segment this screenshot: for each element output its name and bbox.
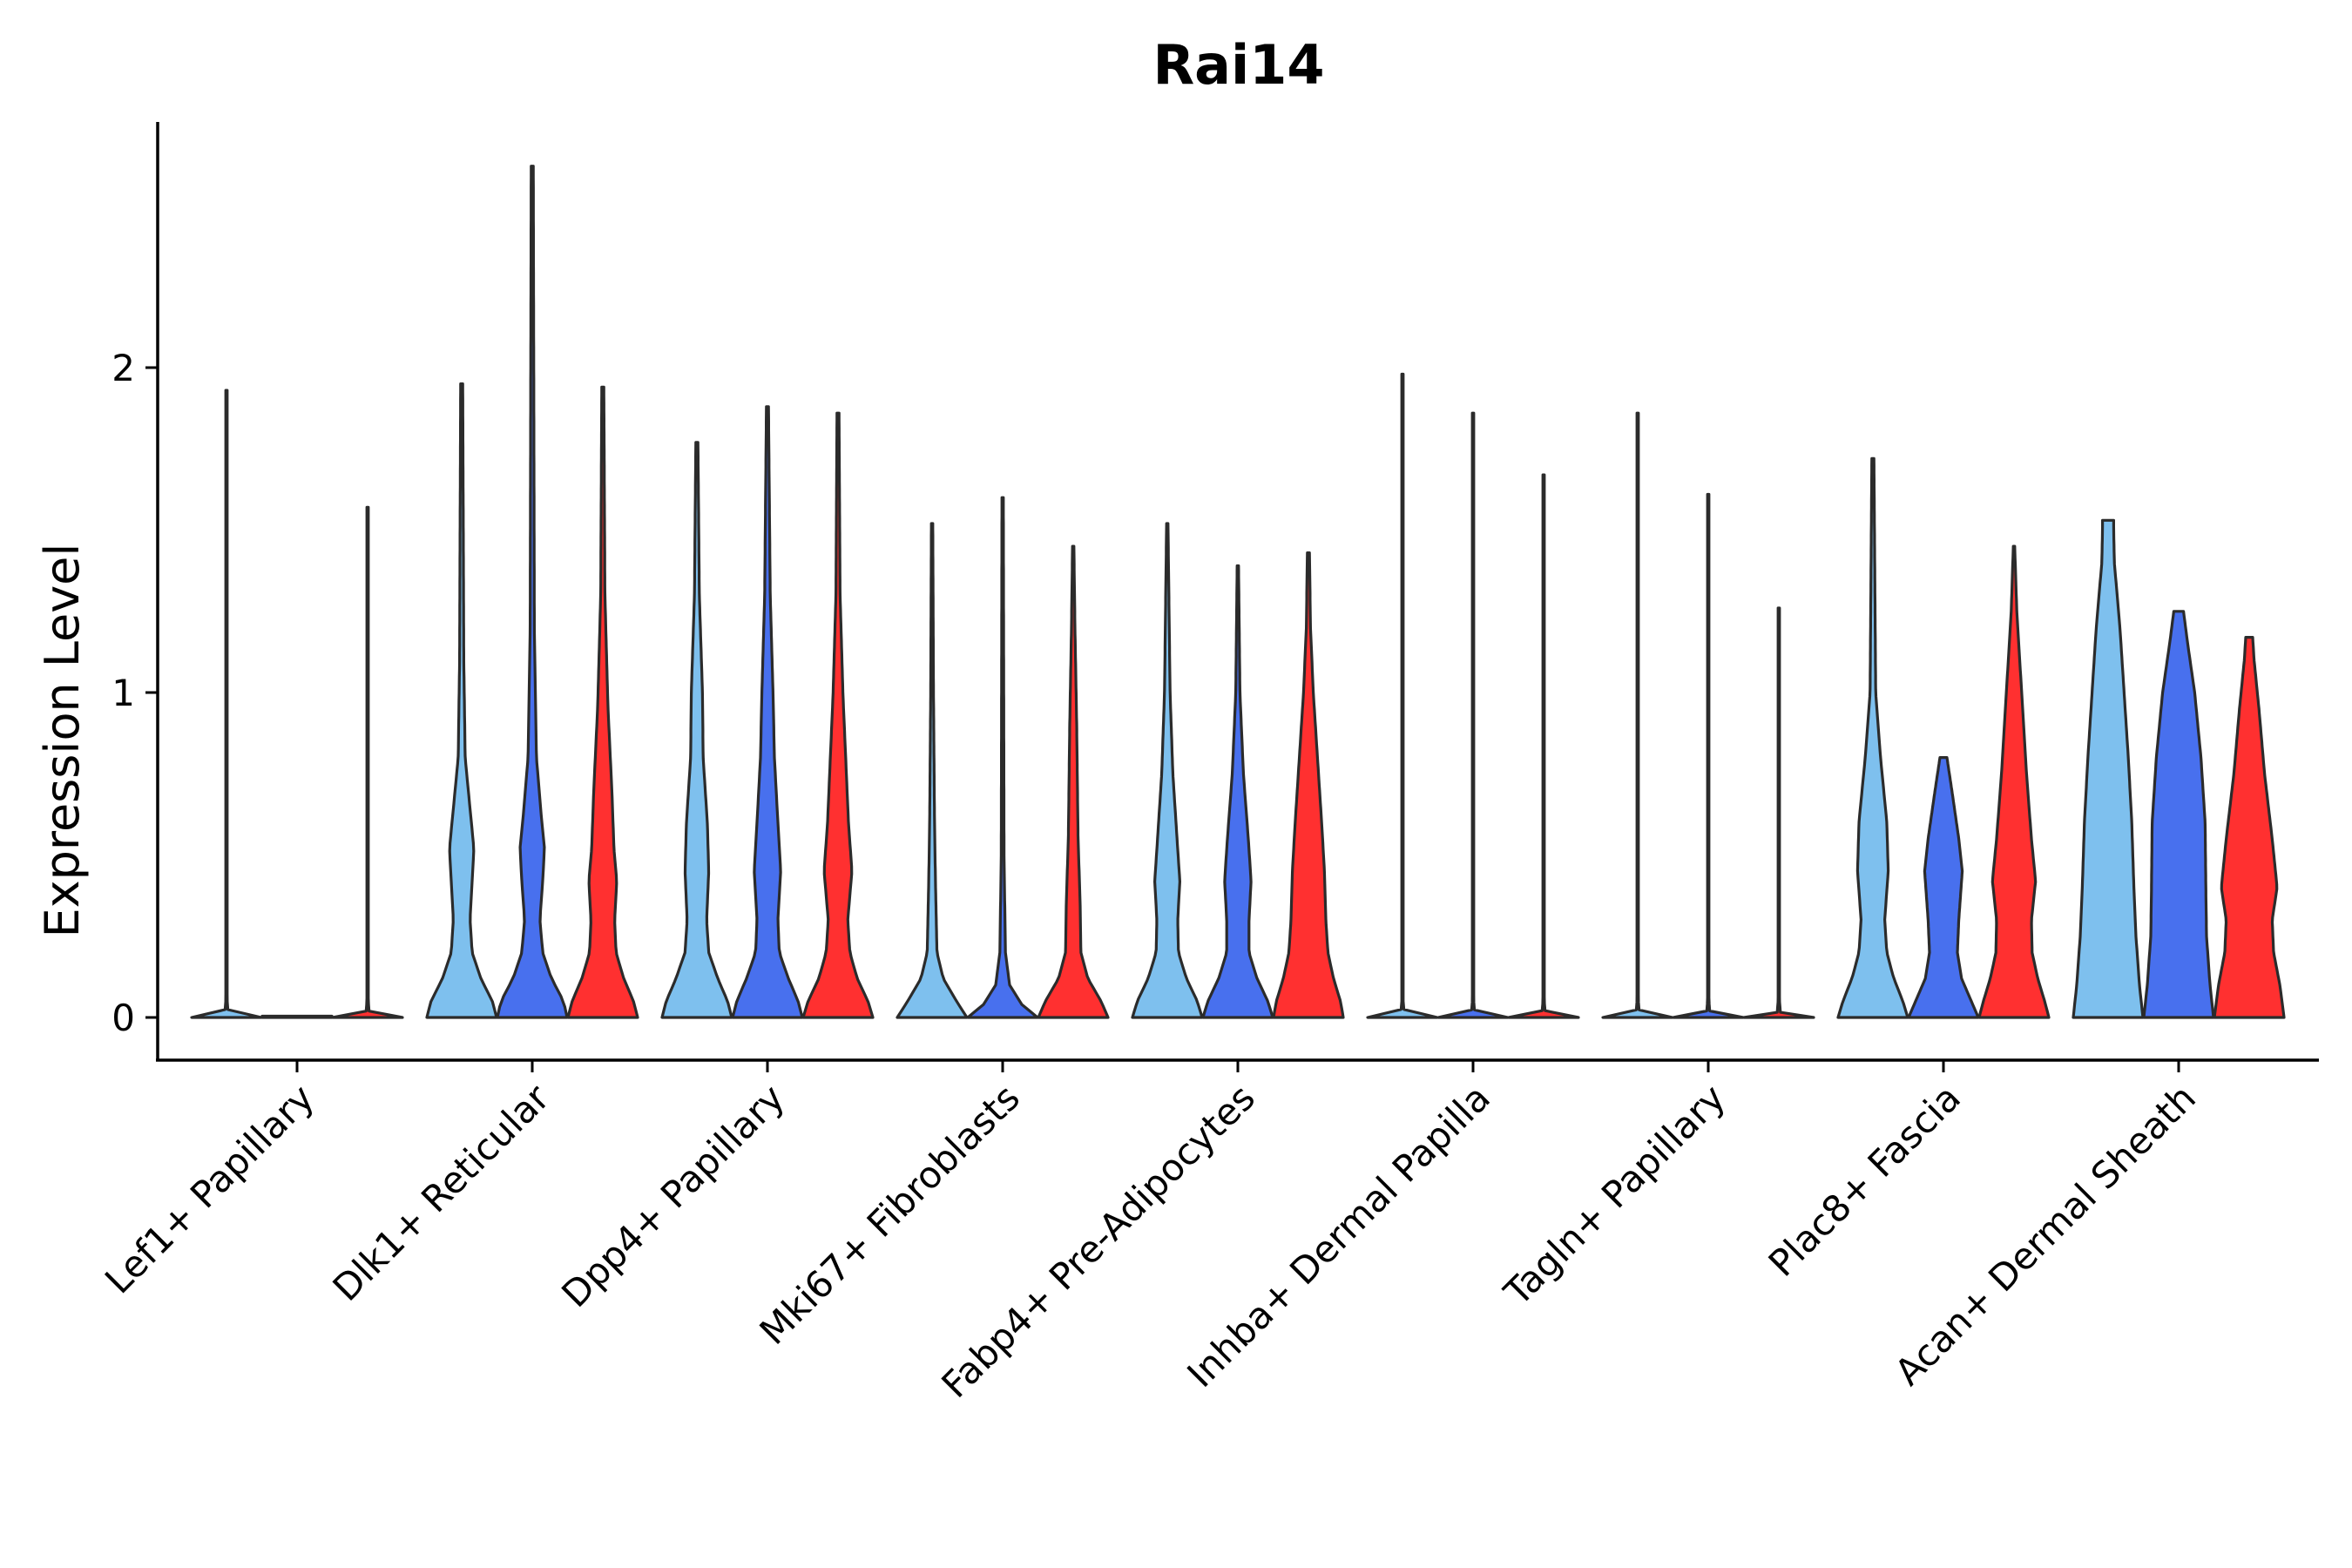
- y-tick-label: 0: [112, 997, 135, 1039]
- violin-6-0: [1601, 411, 1674, 1019]
- violin-4-1: [1201, 564, 1274, 1019]
- violin-8-1: [2142, 610, 2215, 1019]
- x-tick-label: Tagln+ Papillary: [1496, 1076, 1734, 1314]
- violin-3-2: [1037, 544, 1110, 1019]
- violin-6-1: [1672, 492, 1745, 1019]
- violin-4-2: [1272, 551, 1345, 1019]
- y-ticks: 0 1 2: [112, 347, 158, 1039]
- violin-1-1: [496, 165, 569, 1019]
- y-axis-label: Expression Level: [35, 544, 90, 938]
- violin-layer: [190, 165, 2286, 1019]
- violin-6-2: [1742, 606, 1815, 1019]
- x-tick-label: Plac8+ Fascia: [1761, 1076, 1969, 1284]
- violin-0-2: [331, 505, 404, 1019]
- chart-title: Rai14: [1152, 33, 1324, 97]
- violin-2-0: [660, 441, 733, 1019]
- x-tick-label: Mki67+ Fibroblasts: [752, 1076, 1028, 1352]
- violin-1-0: [425, 382, 498, 1019]
- violin-2-2: [801, 411, 875, 1019]
- violin-4-0: [1131, 522, 1204, 1019]
- violin-2-1: [731, 405, 804, 1019]
- violin-8-2: [2213, 636, 2286, 1019]
- violin-3-1: [966, 496, 1039, 1019]
- y-tick-label: 1: [112, 672, 135, 714]
- x-tick-label: Dlk1+ Reticular: [325, 1076, 558, 1309]
- violin-0-0: [190, 389, 263, 1019]
- x-tick-label: Dpp4+ Papillary: [553, 1076, 793, 1315]
- violin-7-0: [1836, 456, 1909, 1019]
- y-tick-label: 2: [112, 347, 135, 389]
- violin-0-1: [260, 1014, 334, 1019]
- violin-1-2: [566, 385, 639, 1019]
- x-tick-label: Lef1+ Papillary: [97, 1076, 322, 1301]
- violin-3-0: [896, 522, 969, 1019]
- violin-7-2: [1977, 544, 2051, 1019]
- violin-8-0: [2072, 518, 2145, 1019]
- violin-5-1: [1436, 411, 1510, 1019]
- violin-7-1: [1907, 756, 1980, 1019]
- violin-5-0: [1366, 372, 1439, 1019]
- violin-5-2: [1507, 473, 1580, 1019]
